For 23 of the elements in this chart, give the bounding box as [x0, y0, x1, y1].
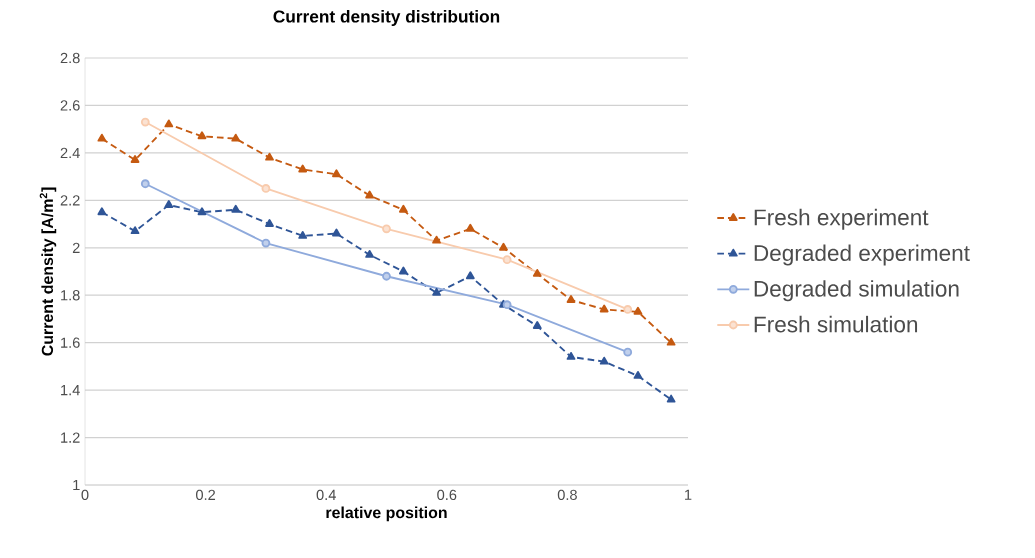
y-tick-label: 1.8 [61, 290, 80, 301]
y-tick-label: 2.4 [60, 147, 80, 158]
y-tick-label: 1.2 [61, 432, 80, 443]
legend-label: Degraded simulation [754, 280, 959, 302]
y-tick-label: 1 [73, 479, 80, 491]
y-tick-label: 1.6 [61, 337, 80, 348]
x-axis-title: relative position [326, 506, 447, 522]
x-tick-label: 0 [81, 489, 89, 501]
legend-label: Fresh simulation [754, 315, 918, 333]
x-tick-label: 0.4 [316, 489, 336, 501]
chart-title: Current density distribution [273, 9, 500, 27]
y-tick-label: 2 [72, 242, 80, 253]
x-tick-label: 1 [685, 489, 692, 500]
y-tick-label: 2.6 [60, 100, 80, 111]
x-tick-label: 0.2 [196, 489, 216, 501]
legend-label: Degraded experiment [754, 244, 970, 266]
y-tick-label: 2.8 [60, 52, 80, 64]
y-axis-title: Current density [A/m$^{2}$] [39, 187, 57, 356]
y-tick-label: 1.4 [61, 385, 80, 396]
y-tick-label: 2.2 [60, 195, 80, 206]
legend-label: Fresh experiment [754, 208, 929, 230]
x-tick-label: 0.8 [557, 489, 577, 501]
x-tick-label: 0.6 [437, 489, 457, 501]
